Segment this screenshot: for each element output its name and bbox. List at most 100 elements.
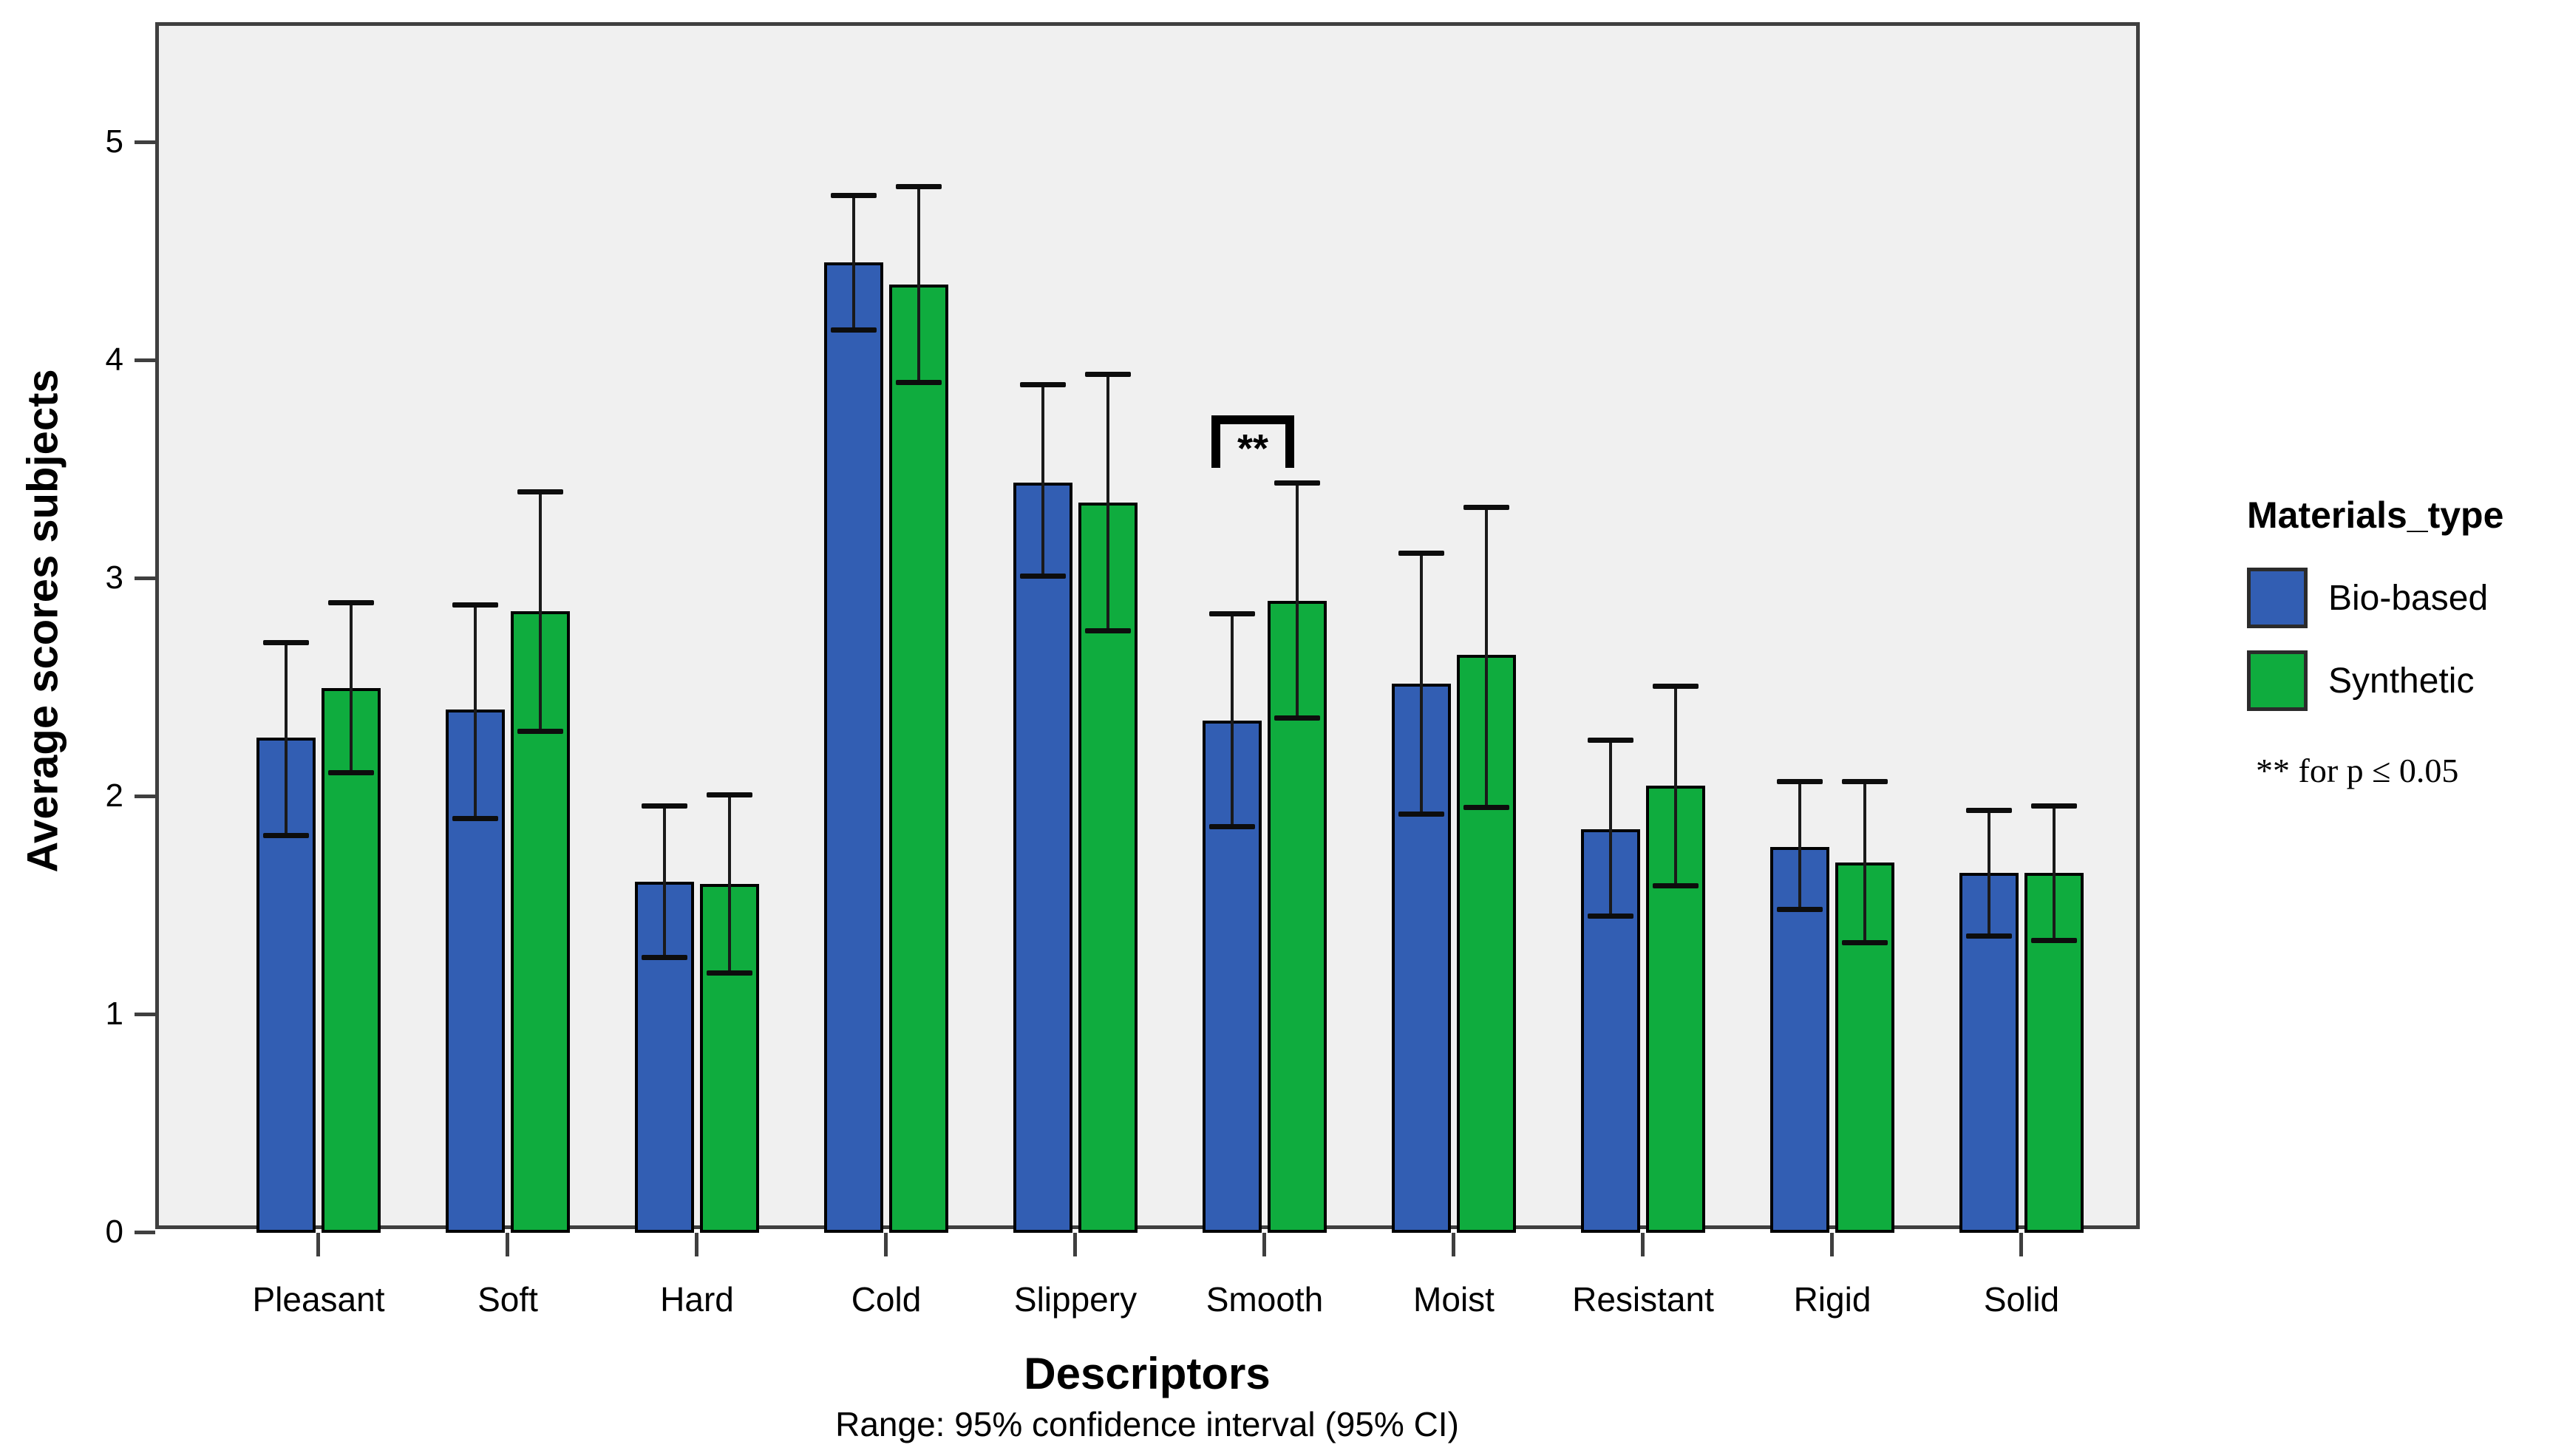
bar-bio-based-slippery — [1013, 483, 1072, 1233]
error-bar-cap-bottom — [1085, 627, 1131, 633]
error-bar-cap-top — [642, 803, 687, 809]
y-axis-tick-label: 0 — [105, 1214, 123, 1250]
legend-items: Bio-based Synthetic — [2247, 568, 2565, 711]
significance-stars: ** — [1237, 426, 1269, 471]
x-axis-title: Descriptors — [1024, 1349, 1271, 1398]
error-bar-cap-bottom — [1842, 939, 1888, 945]
legend-label: Bio-based — [2328, 578, 2489, 618]
x-axis-tick-label: Smooth — [1206, 1280, 1324, 1319]
error-bar-cap-top — [1274, 480, 1320, 486]
x-axis-tick-label: Cold — [851, 1280, 922, 1319]
y-axis-tick-mark — [135, 1013, 155, 1016]
x-axis-tick-label: Soft — [477, 1280, 538, 1319]
legend-swatch-synthetic — [2247, 650, 2308, 711]
x-axis-tick-mark — [1073, 1233, 1077, 1256]
x-axis-tick-label: Slippery — [1013, 1280, 1138, 1319]
bar-bio-based-cold — [824, 262, 883, 1233]
error-bar-cap-bottom — [1588, 914, 1633, 919]
error-bar-cap-bottom — [1274, 715, 1320, 721]
error-bar-cap-bottom — [1653, 882, 1699, 888]
legend-title: Materials_type — [2247, 494, 2504, 536]
error-bar-cap-top — [452, 602, 498, 608]
bar-synthetic-hard — [700, 884, 759, 1233]
error-bar-line — [539, 491, 542, 732]
error-bar-cap-top — [328, 600, 374, 606]
error-bar-cap-bottom — [517, 728, 563, 734]
plot-area: 0 1 2 3 4 5 Pleasant Soft Hard Cold Slippery Smooth… — [106, 22, 2140, 1319]
error-bar-line — [1798, 781, 1801, 911]
error-bar-cap-top — [1777, 779, 1823, 785]
x-axis-tick-mark — [1830, 1233, 1834, 1256]
error-bar-line — [1106, 373, 1109, 631]
error-bar-cap-top — [1653, 683, 1699, 689]
error-bar-cap-top — [1085, 371, 1131, 377]
legend: Materials_type Bio-based Synthetic — [2247, 494, 2565, 733]
x-axis-tick-label: Pleasant — [252, 1280, 385, 1319]
x-axis-tick-label: Solid — [1983, 1280, 2060, 1319]
x-axis-tick-mark — [506, 1233, 509, 1256]
x-axis-tick-mark — [2019, 1233, 2023, 1256]
y-axis-tick-label: 4 — [105, 341, 123, 378]
error-bar-cap-bottom — [2031, 937, 2077, 943]
error-bar-cap-top — [1842, 779, 1888, 785]
x-axis-tick-label: Moist — [1413, 1280, 1495, 1319]
y-axis-tick-label: 1 — [105, 996, 123, 1032]
y-axis-tick-label: 5 — [105, 123, 123, 160]
error-bar-line — [1674, 685, 1677, 886]
error-bar-line — [917, 186, 920, 383]
error-bar-cap-bottom — [1777, 907, 1823, 913]
legend-swatch-bio-based — [2247, 568, 2308, 628]
error-bar-cap-bottom — [263, 833, 309, 839]
error-bar-cap-top — [517, 489, 563, 494]
error-bar-cap-top — [707, 792, 752, 798]
legend-item-synthetic: Synthetic — [2247, 650, 2565, 711]
significance-bracket: ** — [1211, 415, 1294, 471]
error-bar-cap-bottom — [328, 769, 374, 775]
error-bar-cap-bottom — [1463, 804, 1509, 810]
error-bar-line — [852, 194, 855, 330]
error-bar-cap-top — [1020, 382, 1066, 388]
y-axis-tick-mark — [135, 576, 155, 580]
error-bar-cap-top — [896, 184, 942, 189]
error-bar-cap-bottom — [452, 815, 498, 821]
legend-label: Synthetic — [2328, 661, 2475, 701]
error-bar-line — [1041, 384, 1044, 577]
error-bar-line — [1231, 613, 1234, 828]
x-axis-tick-mark — [1452, 1233, 1455, 1256]
error-bar-line — [728, 795, 731, 973]
error-bar-cap-bottom — [1966, 933, 2012, 939]
legend-item-bio-based: Bio-based — [2247, 568, 2565, 628]
x-axis-tick-mark — [1641, 1233, 1645, 1256]
y-axis-tick-label: 2 — [105, 778, 123, 814]
x-axis-tick-label: Resistant — [1572, 1280, 1714, 1319]
error-bar-line — [1296, 483, 1299, 718]
axis-subtitle: Range: 95% confidence interval (95% CI) — [835, 1405, 1459, 1443]
error-bar-cap-bottom — [1209, 824, 1255, 830]
error-bar-line — [1609, 740, 1612, 917]
error-bar-cap-top — [2031, 803, 2077, 809]
error-bar-cap-top — [1463, 504, 1509, 510]
error-bar-line — [2053, 805, 2056, 941]
error-bar-cap-top — [831, 192, 877, 198]
bar-synthetic-pleasant — [322, 687, 381, 1233]
error-bar-line — [285, 642, 288, 837]
y-axis-title: Average scores subjects — [18, 369, 67, 873]
error-bar-line — [474, 605, 477, 819]
y-axis-tick-mark — [135, 358, 155, 362]
significance-note: ** for p ≤ 0.05 — [2256, 752, 2459, 789]
x-axis-tick-mark — [316, 1233, 320, 1256]
x-axis-tick-label: Rigid — [1793, 1280, 1871, 1319]
error-bar-line — [1485, 506, 1488, 808]
x-axis-tick-mark — [884, 1233, 888, 1256]
error-bar-cap-bottom — [707, 970, 752, 976]
y-axis-tick-mark — [135, 140, 155, 144]
error-bar-cap-bottom — [1020, 574, 1066, 579]
error-bar-line — [350, 602, 353, 773]
x-axis-tick-label: Hard — [660, 1280, 734, 1319]
y-axis-tick-mark — [135, 1231, 155, 1234]
error-bar-line — [1863, 781, 1866, 943]
error-bar-cap-bottom — [642, 955, 687, 961]
error-bar-line — [1420, 552, 1423, 814]
x-axis-tick-mark — [1262, 1233, 1266, 1256]
